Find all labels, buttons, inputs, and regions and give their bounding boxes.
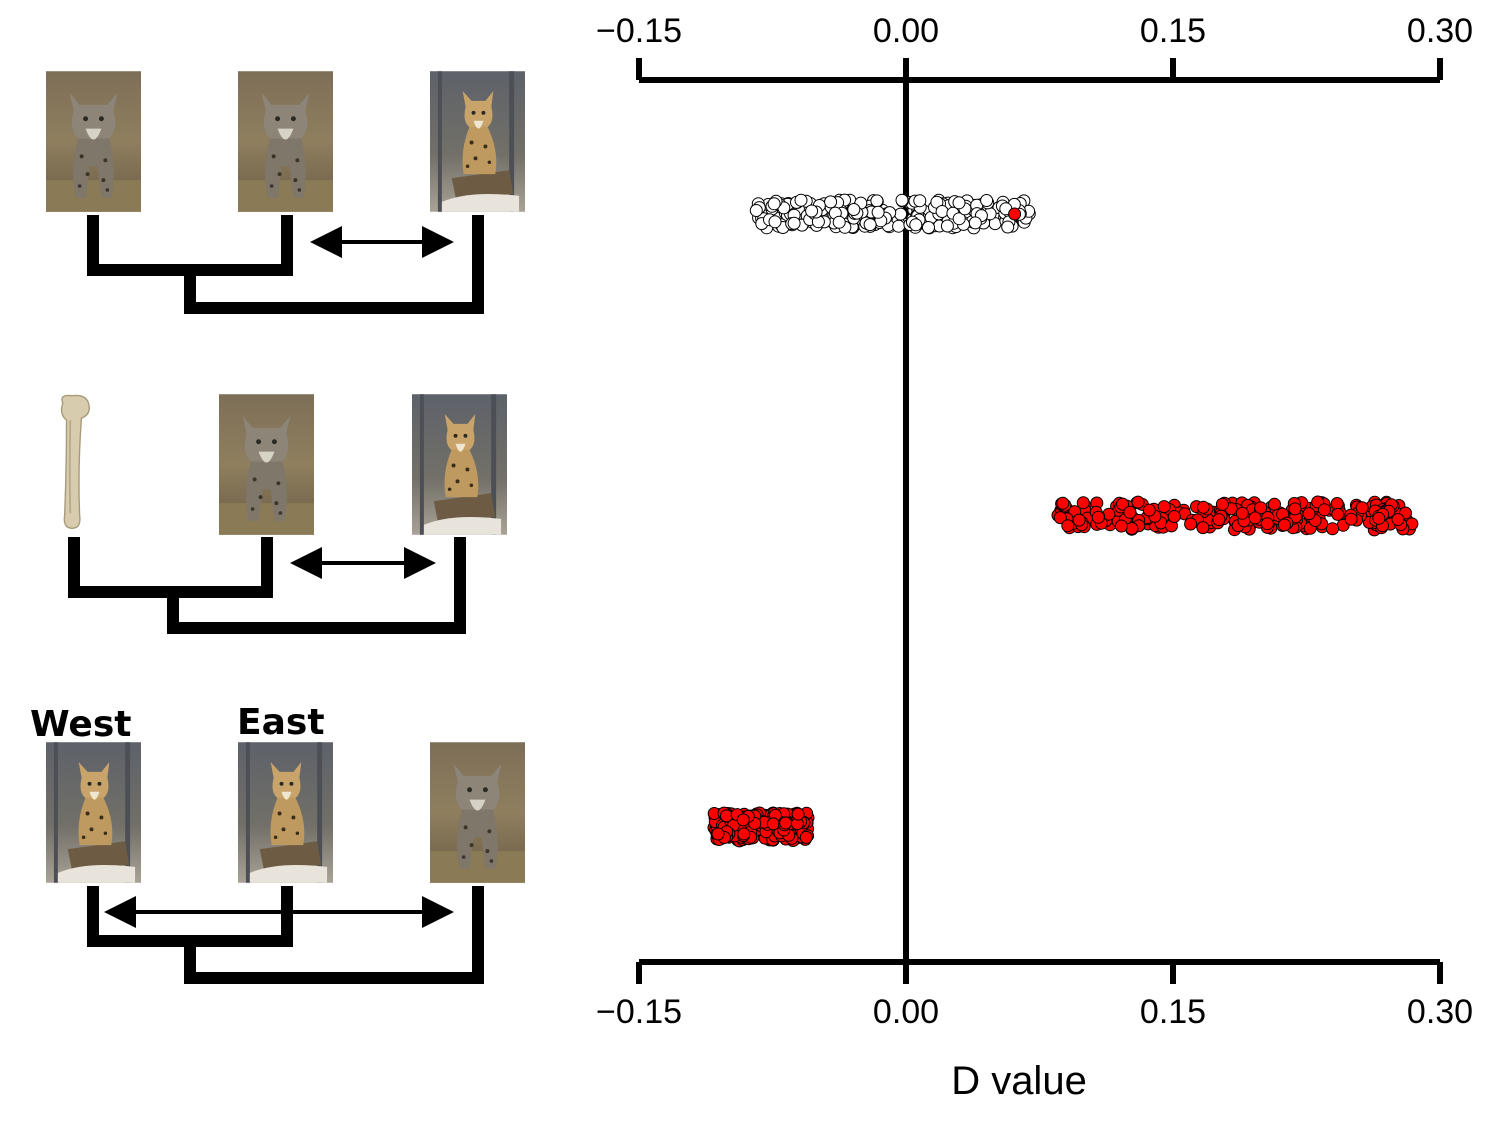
data-point [940,219,954,233]
data-point [832,215,846,229]
data-point [1076,496,1090,510]
lynx-photo-icon [219,394,314,535]
tree-3 [87,886,484,984]
data-point [787,216,801,230]
data-point [935,205,949,218]
bone-fossil-icon [60,394,91,530]
data-point [824,195,838,209]
data-point [1196,521,1210,535]
data-point [805,204,819,218]
data-point [736,813,750,827]
data-point [1391,513,1405,526]
x-axis-title: D value [951,1059,1087,1103]
data-point [1215,497,1229,511]
tree-1 [87,215,484,314]
data-point [1091,510,1105,524]
tick-label: −0.15 [596,12,682,50]
data-point [1167,510,1181,523]
data-point [870,194,884,208]
data-point [1331,507,1345,521]
data-point [1196,500,1210,514]
data-point [909,218,923,232]
data-point [1355,501,1369,515]
data-point [749,204,763,217]
data-point [913,194,927,208]
data-point [1302,507,1316,521]
data-point [1072,513,1086,527]
lynx-photo-icon [430,742,525,883]
tick-label: −0.15 [596,993,682,1031]
tree-2 [68,537,466,634]
data-point [892,219,906,233]
data-point [1114,519,1128,533]
data-point [1116,497,1130,511]
top-axis: −0.15 0.00 0.15 0.30 [596,12,1473,83]
data-point [1344,512,1358,526]
tick-label: 0.30 [1407,993,1473,1031]
data-point [1212,513,1226,527]
data-point [1056,496,1070,510]
east-label: East [237,702,325,743]
data-point [1254,501,1268,515]
data-point [980,194,994,207]
data-point [766,817,780,831]
tick-label: 0.15 [1140,12,1206,50]
data-point [1184,517,1198,531]
data-point [1248,511,1262,525]
data-point [1260,517,1274,531]
data-point [791,807,805,821]
iberian-lynx-photo-icon [238,742,333,883]
data-point [1131,495,1145,509]
data-point [871,205,885,219]
data-point [799,830,813,844]
data-point [1053,511,1067,525]
data-point [1372,511,1386,525]
data-point [863,218,877,232]
iberian-lynx-photo-icon [412,394,507,535]
data-point [952,212,966,226]
data-point [968,216,982,230]
data-point [1061,519,1075,533]
data-point [847,203,861,216]
west-label: West [30,704,131,745]
data-point [1268,497,1281,511]
data-point [952,196,966,210]
data-point [1001,220,1015,234]
data-point [768,215,782,229]
tick-label: 0.00 [873,12,939,50]
lynx-photo-icon [238,71,333,212]
data-point [922,221,935,234]
phylogeny-panels: West East [30,71,525,984]
data-point [1330,497,1344,510]
tick-label: 0.30 [1407,12,1473,50]
data-point [794,193,808,207]
tick-label: 0.15 [1140,993,1206,1031]
data-point [720,809,733,823]
tick-label: 0.00 [873,993,939,1031]
d-value-chart: −0.15 0.00 0.15 0.30 −0.15 0.00 0.15 0.30 D va… [596,12,1473,1103]
data-point [895,193,909,207]
iberian-lynx-photo-icon [430,71,525,212]
data-point [1317,503,1331,517]
data-point [711,827,725,841]
data-point [737,827,751,841]
data-point [894,207,908,221]
data-point [1142,503,1156,517]
data-point [779,816,793,830]
data-point [1123,505,1137,519]
data-point [1288,502,1302,516]
data-point [1157,500,1171,514]
data-point [1326,522,1339,536]
lynx-photo-icon [46,71,141,212]
data-point [1277,518,1291,532]
data-points [707,193,1419,848]
bottom-axis: −0.15 0.00 0.15 0.30 [596,959,1473,1031]
data-point [1235,506,1249,520]
highlight-point [1008,207,1022,221]
iberian-lynx-photo-icon [46,742,141,883]
data-point [767,197,781,211]
